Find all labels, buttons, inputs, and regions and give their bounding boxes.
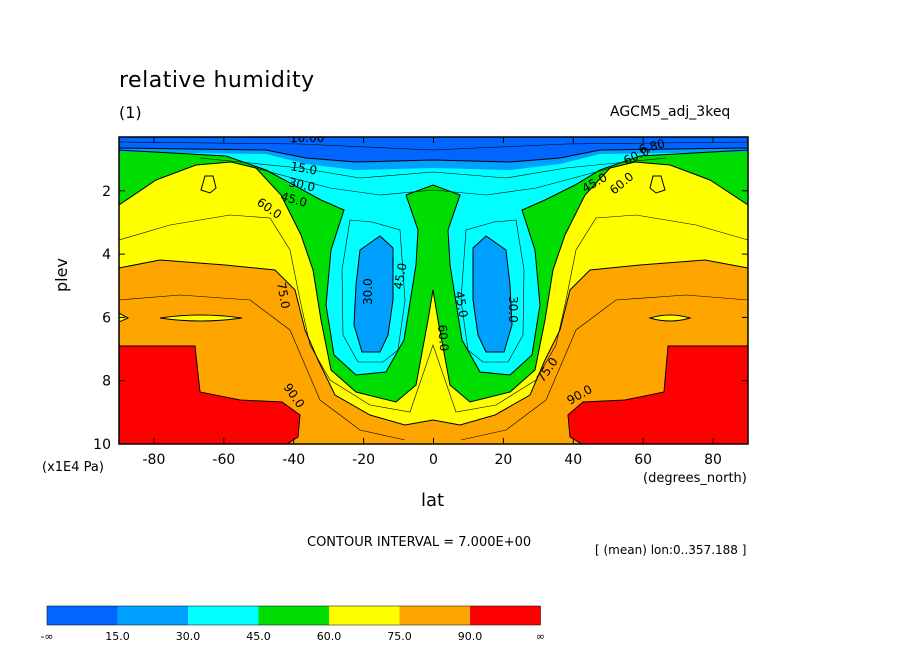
yellow-island-mid-right (648, 314, 692, 322)
contour-line (119, 149, 748, 376)
y-axis-unit: (x1E4 Pa) (42, 460, 104, 475)
band-15-30-left (354, 236, 393, 352)
y-tick-label: 10 (93, 437, 111, 453)
contour-line (119, 147, 748, 163)
legend-label: 75.0 (387, 630, 412, 643)
x-tick-label: -20 (352, 452, 375, 468)
x-tick-label: 60 (634, 452, 652, 468)
x-tick-label: 0 (429, 452, 438, 468)
contour-line (119, 345, 301, 444)
contour-label: 6.80 (637, 136, 666, 156)
contour-line (567, 345, 748, 444)
x-axis-ticks: -80 -60 -40 -20 0 20 40 60 80 (143, 137, 722, 468)
contour-line-thin (341, 219, 406, 363)
yellow-island-mid-left (159, 314, 243, 322)
yellow-island-left (200, 175, 217, 194)
x-tick-label: 80 (704, 452, 722, 468)
legend-swatch (117, 606, 188, 625)
contour-line-thin (239, 163, 627, 196)
legend-swatch (188, 606, 259, 625)
y-tick-label: 8 (102, 374, 111, 390)
contour-label: 15.0 (289, 159, 318, 177)
contour-label: 45.0 (452, 290, 470, 319)
band-15-30-right (473, 236, 512, 352)
contour-line (119, 161, 748, 403)
mean-info: [ (mean) lon:0..357.188 ] (595, 543, 747, 557)
band-30-45 (119, 137, 748, 375)
x-tick-label: 20 (494, 452, 512, 468)
legend-label: 30.0 (176, 630, 201, 643)
contour-line-thin (119, 294, 406, 441)
contour-label: 30.0 (287, 175, 316, 194)
band-15-30-top (119, 148, 748, 170)
dataset-name: AGCM5_adj_3keq (610, 104, 731, 120)
contour-label: 10.00 (290, 131, 324, 145)
contour-fields: 10.00 15.0 30.0 45.0 60.0 75.0 90.0 30.0… (119, 131, 748, 444)
contour-label: 45.0 (391, 262, 409, 291)
legend-label: 60.0 (317, 630, 342, 643)
legend-label: 15.0 (105, 630, 130, 643)
y-tick-label: 6 (102, 310, 111, 326)
x-tick-label: -60 (212, 452, 235, 468)
y-axis-ticks: 2 4 6 8 10 (93, 184, 748, 453)
contour-line-thin (119, 214, 748, 413)
legend-label: ∞ (536, 630, 545, 643)
x-tick-label: -80 (143, 452, 166, 468)
legend-swatch (470, 606, 541, 625)
band-45-60 (119, 137, 748, 402)
contour-label: 30.0 (361, 278, 375, 305)
legend-frame (46, 605, 541, 626)
band-above-90-left (119, 346, 300, 444)
chart-title: relative humidity (119, 68, 315, 93)
y-tick-label: 2 (102, 184, 111, 200)
contour-line-thin (199, 157, 667, 179)
contour-label: 75.0 (274, 281, 292, 310)
legend-swatch (399, 606, 470, 625)
contour-line-thin (460, 294, 748, 441)
contour-line-thin (119, 141, 748, 151)
band-below-15 (119, 137, 748, 162)
contour-label: 45.0 (279, 189, 308, 209)
contour-line (119, 259, 748, 426)
x-axis-unit: (degrees_north) (643, 471, 747, 486)
y-tick-label: 4 (102, 247, 111, 263)
chart-subtitle: (1) (119, 103, 142, 122)
yellow-island-right (649, 175, 666, 194)
legend-label: 90.0 (458, 630, 483, 643)
color-legend: -∞ 15.0 30.0 45.0 60.0 75.0 90.0 ∞ (40, 605, 545, 643)
contour-label: 30.0 (506, 296, 520, 323)
legend-swatch (329, 606, 400, 625)
x-tick-label: 40 (564, 452, 582, 468)
legend-label: 45.0 (246, 630, 271, 643)
contour-interval: CONTOUR INTERVAL = 7.000E+00 (307, 535, 532, 550)
contour-label: 60.0 (435, 324, 451, 352)
legend-swatch (258, 606, 329, 625)
x-axis-label: lat (421, 490, 445, 511)
contour-line (353, 235, 394, 353)
legend-swatch (47, 606, 118, 625)
contour-line (472, 235, 513, 353)
contour-lines (119, 141, 748, 444)
x-tick-label: -40 (282, 452, 305, 468)
band-above-90-right (568, 346, 748, 444)
contour-line-thin (460, 219, 525, 363)
legend-label: -∞ (40, 630, 53, 643)
